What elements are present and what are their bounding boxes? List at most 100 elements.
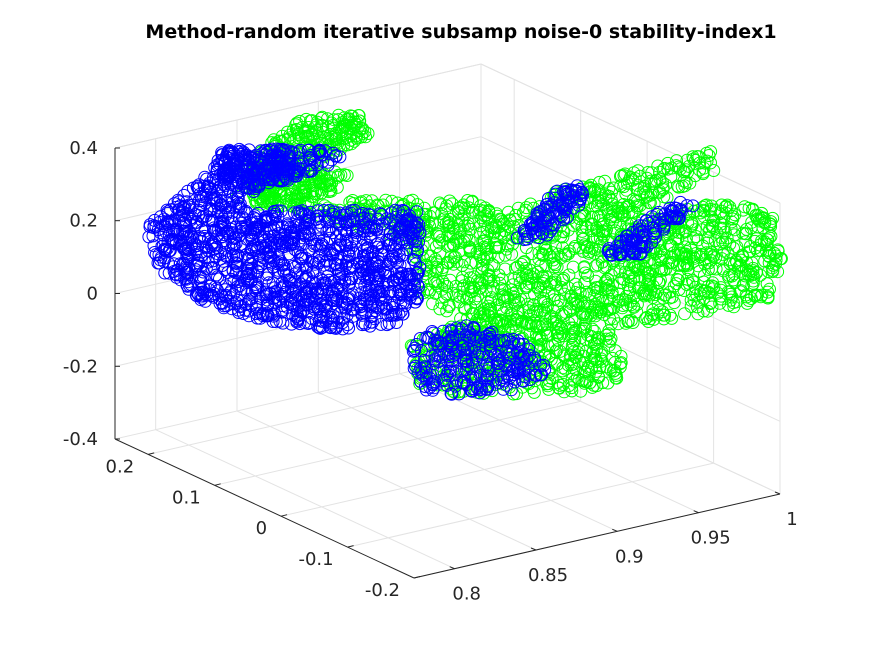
grid-line xyxy=(148,369,515,455)
data-point xyxy=(549,278,563,292)
data-point xyxy=(593,232,607,245)
data-point xyxy=(657,161,671,175)
data-point xyxy=(611,317,625,331)
x-tick-label: 0.85 xyxy=(528,565,568,586)
data-point xyxy=(701,262,715,276)
data-point xyxy=(149,248,163,261)
data-point xyxy=(678,307,692,321)
data-point xyxy=(315,118,329,132)
data-point xyxy=(266,276,280,290)
data-point xyxy=(532,252,546,266)
data-point xyxy=(572,373,586,387)
data-point xyxy=(507,363,521,377)
data-point xyxy=(649,224,663,238)
data-point xyxy=(547,196,561,210)
data-point xyxy=(224,291,238,305)
data-point xyxy=(679,163,693,177)
data-point xyxy=(665,311,679,325)
data-point xyxy=(707,280,721,294)
data-point xyxy=(447,257,460,271)
data-point xyxy=(148,213,162,227)
data-point xyxy=(242,294,256,308)
data-point xyxy=(761,249,775,263)
data-point xyxy=(394,267,408,280)
data-point xyxy=(173,257,187,271)
data-point xyxy=(493,354,507,368)
data-point xyxy=(489,220,503,234)
data-point xyxy=(686,250,700,264)
grid-line xyxy=(318,391,618,532)
data-point xyxy=(231,275,245,289)
data-point xyxy=(182,224,196,238)
axes xyxy=(114,147,781,579)
data-point xyxy=(232,200,246,213)
data-point xyxy=(195,283,208,297)
data-point xyxy=(769,257,782,271)
data-point xyxy=(294,304,308,318)
data-point xyxy=(552,319,566,333)
data-point xyxy=(359,194,373,208)
data-point xyxy=(292,205,306,219)
data-point xyxy=(407,361,421,375)
data-point xyxy=(700,246,713,260)
data-point xyxy=(356,122,370,136)
data-point xyxy=(172,195,186,209)
data-point xyxy=(390,316,403,329)
data-point xyxy=(223,230,237,244)
data-point xyxy=(283,154,297,168)
data-point xyxy=(542,377,555,391)
data-point xyxy=(271,197,285,211)
data-point xyxy=(565,289,579,303)
data-point xyxy=(761,285,775,299)
data-point xyxy=(579,311,593,325)
data-point xyxy=(239,152,252,166)
data-point xyxy=(656,176,670,190)
data-point xyxy=(522,304,536,318)
data-point xyxy=(284,198,298,212)
data-point xyxy=(239,270,253,284)
data-point xyxy=(459,363,473,377)
data-point xyxy=(433,246,447,260)
data-point xyxy=(171,193,185,207)
data-point xyxy=(610,371,624,385)
data-point xyxy=(326,313,340,327)
data-point xyxy=(238,167,252,181)
data-point xyxy=(204,191,218,205)
data-point xyxy=(649,247,663,261)
data-point xyxy=(422,331,436,344)
data-point xyxy=(371,236,385,250)
data-point xyxy=(720,198,734,212)
data-point xyxy=(219,208,233,222)
data-point xyxy=(231,192,245,206)
data-point xyxy=(312,147,326,161)
data-point xyxy=(637,181,651,195)
data-point xyxy=(663,262,677,276)
data-point xyxy=(547,205,561,219)
data-point xyxy=(216,222,230,236)
data-point xyxy=(466,329,480,343)
data-point xyxy=(492,241,505,255)
data-point xyxy=(490,207,504,221)
data-point xyxy=(688,169,702,183)
data-point xyxy=(320,265,334,279)
data-point xyxy=(588,289,602,303)
data-point xyxy=(276,316,290,330)
data-point xyxy=(645,166,659,180)
data-point xyxy=(684,300,698,313)
data-point xyxy=(585,346,599,360)
data-point xyxy=(684,241,697,255)
data-point xyxy=(320,303,334,317)
data-point xyxy=(445,387,459,401)
data-point xyxy=(491,250,505,264)
x-tick-label: 0.9 xyxy=(615,546,644,567)
series-blue xyxy=(142,142,700,401)
data-point xyxy=(696,239,710,253)
z-tick-label: -0.2 xyxy=(63,356,98,377)
data-point xyxy=(709,262,723,276)
data-point xyxy=(633,199,647,213)
data-point xyxy=(401,267,415,281)
data-point xyxy=(594,195,608,208)
data-point xyxy=(545,309,559,323)
data-point xyxy=(649,288,662,302)
data-point xyxy=(462,325,476,339)
